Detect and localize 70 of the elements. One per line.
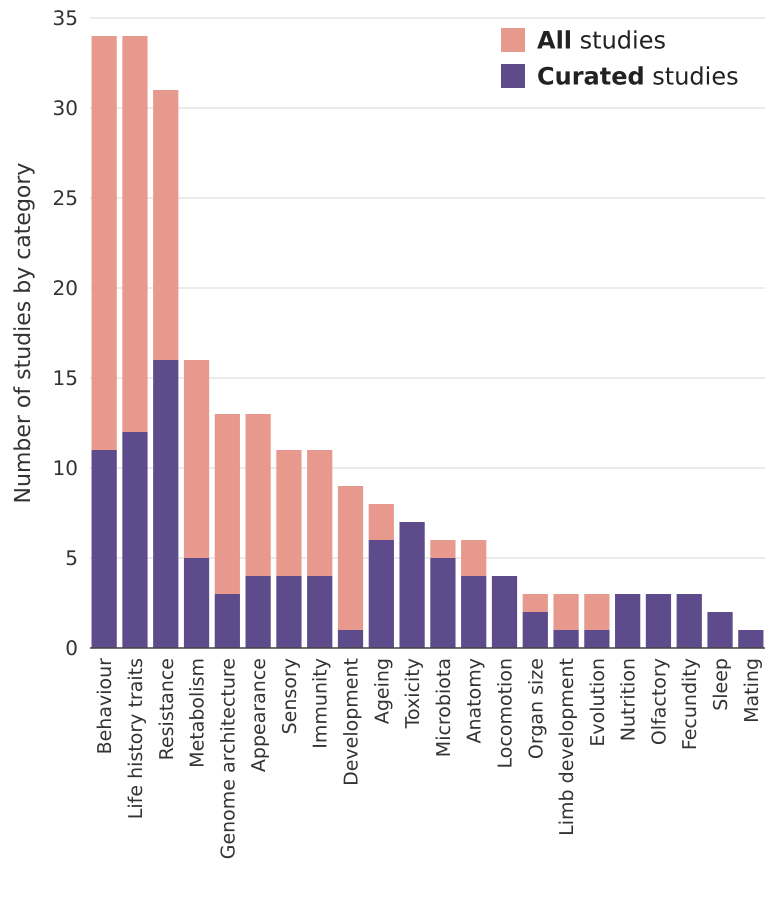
bar (338, 630, 364, 648)
bar (214, 594, 240, 648)
bar (676, 594, 702, 648)
bar (122, 432, 148, 648)
x-tick-label: Nutrition (618, 658, 640, 742)
x-tick-label: Development (340, 658, 363, 786)
bar (276, 450, 302, 576)
bar (553, 630, 579, 648)
bar (615, 594, 640, 648)
bar (92, 36, 117, 450)
x-tick-label: Anatomy (464, 658, 486, 744)
y-tick-label: 10 (52, 456, 78, 480)
y-tick-label: 25 (52, 186, 78, 210)
x-tick-label: Evolution (586, 658, 609, 747)
bar (338, 486, 364, 630)
y-tick-label: 30 (52, 96, 78, 120)
bar (214, 414, 240, 594)
bar (399, 522, 425, 648)
y-tick-label: 5 (65, 546, 78, 570)
bar (246, 414, 271, 576)
bar (246, 576, 271, 648)
x-tick-label: Resistance (156, 658, 178, 760)
bar (153, 360, 178, 648)
bar (276, 576, 302, 648)
x-tick-label: Sensory (278, 658, 301, 734)
bar (738, 630, 764, 648)
y-tick-label: 0 (65, 636, 78, 660)
x-tick-label: Microbiota (432, 658, 455, 758)
bar (584, 594, 610, 630)
bar (553, 594, 579, 630)
bar (122, 36, 148, 432)
legend-label: Curated studies (537, 62, 739, 90)
bar (307, 576, 332, 648)
x-tick-label: Immunity (310, 658, 332, 749)
x-tick-label: Behaviour (94, 658, 116, 754)
y-axis-title: Number of studies by category (11, 162, 36, 504)
y-tick-label: 15 (52, 366, 78, 390)
legend-label: All studies (537, 26, 666, 54)
x-tick-label: Olfactory (648, 658, 670, 746)
x-tick-label: Mating (740, 658, 763, 723)
bar (646, 594, 672, 648)
x-tick-label: Life history traits (124, 658, 147, 820)
bar (368, 540, 394, 648)
y-tick-label: 35 (52, 6, 78, 30)
bar (307, 450, 332, 576)
x-tick-label: Ageing (371, 658, 394, 724)
x-tick-label: Appearance (248, 658, 270, 772)
x-tick-label: Metabolism (186, 658, 209, 768)
bar (184, 558, 210, 648)
bar (584, 630, 610, 648)
bar (430, 540, 456, 558)
bar (707, 612, 733, 648)
bar (522, 612, 548, 648)
bar (522, 594, 548, 612)
x-tick-label: Limb development (556, 658, 578, 836)
x-tick-label: Toxicity (402, 658, 424, 730)
bar (492, 576, 518, 648)
bar (368, 504, 394, 540)
y-tick-label: 20 (52, 276, 78, 300)
x-tick-label: Fecundity (679, 658, 702, 750)
bar (461, 540, 486, 576)
bar (430, 558, 456, 648)
bar (92, 450, 117, 648)
x-tick-label: Locomotion (494, 658, 516, 768)
x-tick-label: Sleep (710, 658, 732, 711)
bar (153, 90, 178, 360)
x-tick-label: Genome architecture (217, 658, 240, 860)
bar (184, 360, 210, 558)
x-tick-label: Organ size (525, 658, 548, 760)
bar (461, 576, 486, 648)
